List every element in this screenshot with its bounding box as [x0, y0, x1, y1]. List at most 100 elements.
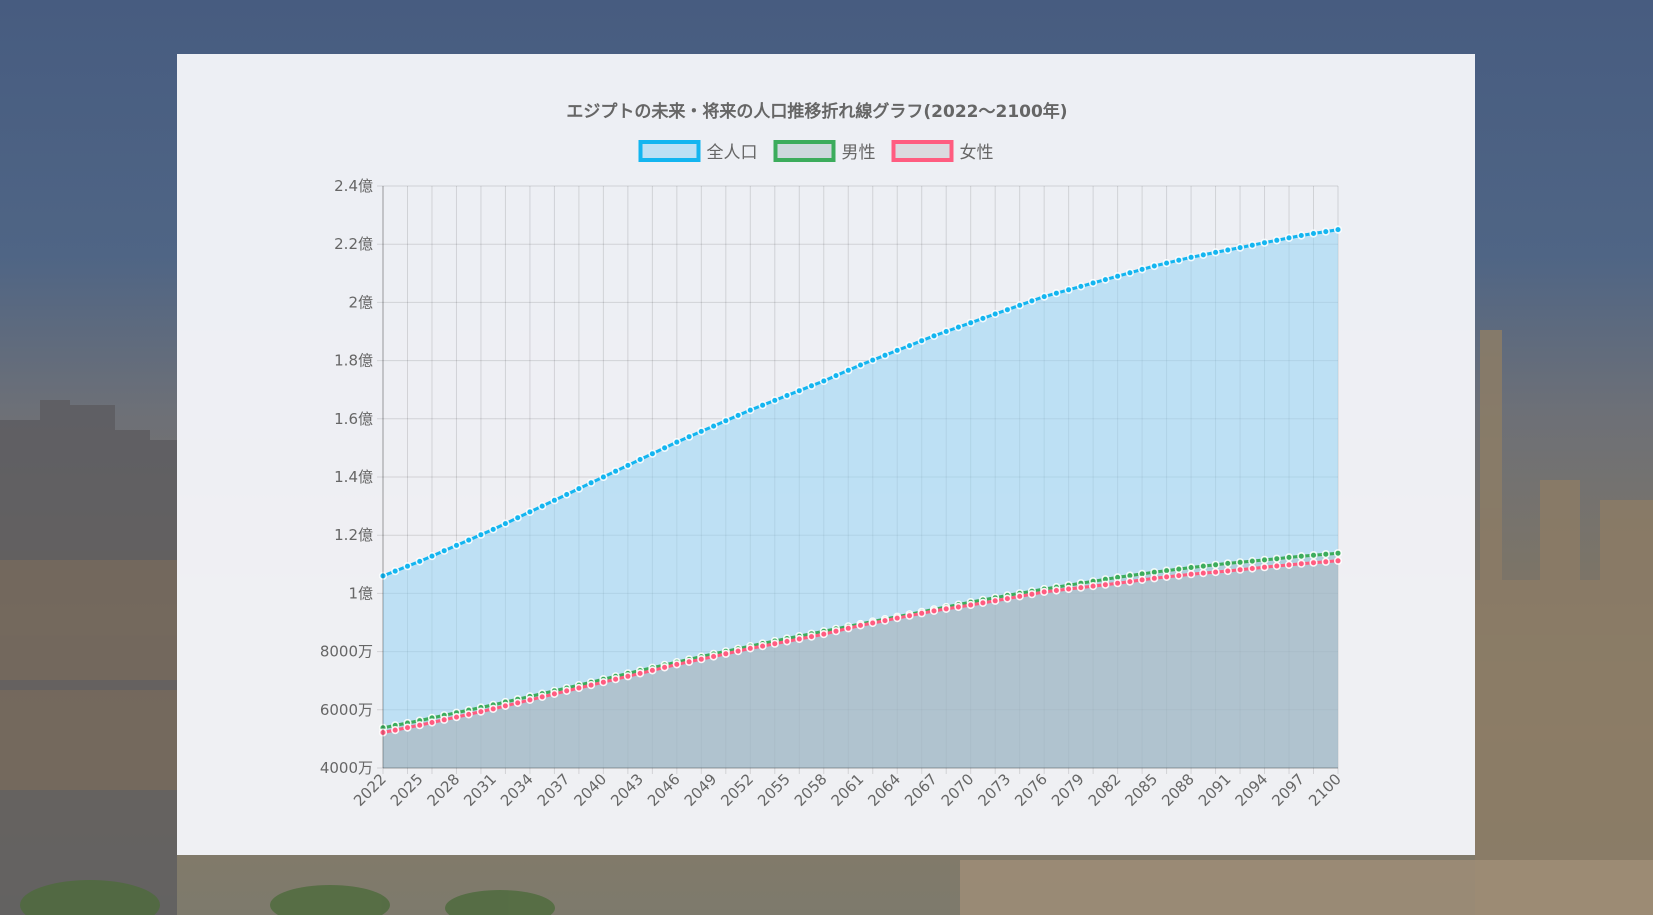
x-tick-label: 2037 [534, 770, 574, 810]
data-point [1272, 554, 1281, 563]
data-point [1174, 256, 1183, 265]
x-tick-label: 2088 [1158, 770, 1198, 810]
data-point [1052, 289, 1061, 298]
data-point [1235, 565, 1245, 574]
data-point [942, 327, 951, 336]
data-point [966, 600, 975, 610]
data-point [782, 637, 792, 646]
data-point [574, 484, 584, 493]
data-point [587, 680, 596, 690]
data-point [991, 596, 1000, 605]
legend-item-1[interactable]: 男性 [773, 140, 876, 163]
data-point [1162, 259, 1171, 268]
data-point [684, 432, 694, 441]
axes [382, 186, 1338, 769]
data-point [1211, 560, 1220, 569]
data-point [1272, 236, 1281, 245]
data-point [1297, 552, 1306, 561]
x-tick-label: 2097 [1268, 770, 1308, 810]
data-point [1223, 559, 1232, 568]
legend-label: 全人口 [707, 143, 758, 163]
x-tick-label: 2091 [1195, 770, 1235, 810]
data-point [770, 396, 779, 405]
data-point [844, 624, 853, 633]
x-tick-label: 2034 [497, 770, 537, 810]
data-point [525, 695, 535, 705]
data-point [1027, 590, 1037, 599]
data-point [1260, 238, 1269, 247]
x-tick-label: 2064 [864, 770, 904, 810]
data-point [623, 672, 633, 681]
data-point [1248, 241, 1257, 250]
data-point [1027, 296, 1037, 305]
data-point [1260, 555, 1269, 565]
data-point [1309, 551, 1318, 560]
data-point [1309, 558, 1318, 567]
data-point [746, 406, 755, 415]
data-point [636, 455, 645, 464]
x-tick-label: 2061 [828, 770, 868, 810]
data-point [1003, 305, 1012, 314]
data-point [476, 530, 486, 539]
legend-item-2[interactable]: 女性 [891, 140, 994, 163]
legend-swatch [638, 140, 701, 162]
data-point [1199, 568, 1208, 578]
x-tick-label: 2058 [791, 770, 831, 810]
data-point [489, 704, 498, 714]
data-point [954, 323, 963, 332]
data-point [1064, 285, 1073, 294]
y-tick-label: 1.4億 [334, 468, 373, 486]
data-point [807, 381, 816, 390]
data-point [391, 725, 400, 735]
mosque-right [1475, 330, 1653, 915]
x-tick-label: 2070 [938, 770, 978, 810]
data-point [660, 663, 669, 672]
data-point [966, 318, 975, 327]
data-point [1235, 558, 1245, 567]
y-tick-label: 1.2億 [334, 526, 373, 544]
data-point [464, 536, 473, 545]
data-point [905, 611, 914, 620]
data-point [929, 606, 939, 616]
series-area-1 [383, 553, 1338, 768]
x-tick-label: 2073 [975, 770, 1015, 810]
data-point [611, 467, 620, 476]
data-point [868, 356, 877, 365]
data-point [954, 602, 963, 612]
trees-bottom [20, 880, 555, 915]
data-point [978, 314, 988, 323]
data-point [1003, 594, 1012, 603]
data-point [917, 336, 926, 345]
data-point [831, 627, 841, 636]
data-point [721, 416, 730, 425]
x-tick-label: 2100 [1305, 770, 1345, 810]
data-point [733, 411, 743, 420]
data-point [1248, 557, 1257, 566]
x-tick-label: 2025 [387, 770, 427, 810]
data-point [1113, 272, 1122, 281]
data-point [758, 641, 767, 651]
data-point [1199, 250, 1208, 259]
series-area-2 [383, 560, 1338, 768]
data-point [819, 629, 828, 639]
legend-item-0[interactable]: 全人口 [638, 140, 758, 163]
data-point [403, 723, 412, 732]
chart-card: エジプトの未来・将来の人口推移折れ線グラフ(2022～2100年) 全人口 男性 女… [177, 54, 1475, 855]
x-tick-label: 2040 [570, 770, 610, 810]
y-tick-label: 2.4億 [334, 177, 373, 195]
data-point [513, 513, 522, 522]
data-point [1150, 261, 1159, 271]
data-point [648, 449, 657, 458]
data-point [1284, 553, 1294, 562]
data-point [709, 422, 718, 431]
data-point [452, 541, 461, 550]
data-point [415, 721, 424, 730]
data-point [391, 566, 400, 576]
data-point [746, 644, 755, 653]
data-point [599, 472, 608, 482]
data-point [1284, 560, 1294, 570]
y-tick-label: 1.8億 [334, 352, 373, 370]
y-tick-label: 2億 [348, 293, 373, 311]
data-point [562, 490, 571, 499]
